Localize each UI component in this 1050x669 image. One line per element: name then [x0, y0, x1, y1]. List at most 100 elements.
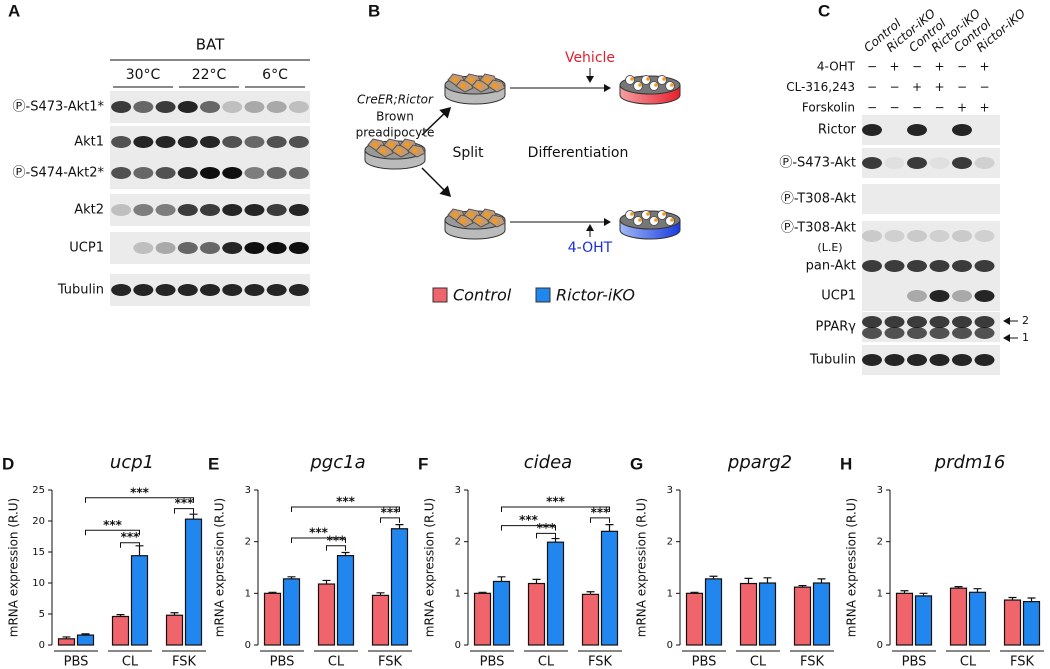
- blot-band: [952, 260, 972, 272]
- y-tick-label: 3: [245, 485, 251, 496]
- y-tick-label: 0: [39, 640, 45, 651]
- panel-label: A: [8, 1, 20, 20]
- droplet: [638, 218, 642, 222]
- chart-title: ucp1: [110, 452, 154, 473]
- y-tick-label: 0: [455, 640, 461, 651]
- significance-label: ***: [537, 521, 557, 535]
- y-tick-label: 25: [32, 485, 45, 496]
- error-bar: [81, 633, 90, 636]
- nucleus: [380, 148, 386, 154]
- panel-label: E: [208, 454, 219, 473]
- blot-band: [177, 167, 198, 179]
- x-tick-label: PBS: [480, 655, 505, 669]
- step-label: Differentiation: [528, 145, 629, 161]
- nucleus: [396, 148, 402, 154]
- step-label: Split: [452, 145, 484, 161]
- treatment-mark: −: [957, 60, 967, 74]
- chart-title: pparg2: [727, 452, 792, 473]
- blot-band: [155, 284, 176, 296]
- y-tick-label: 0: [877, 640, 883, 651]
- bar: [812, 582, 831, 646]
- blot-band: [266, 242, 287, 254]
- bar: [57, 638, 76, 646]
- nucleus: [460, 218, 466, 224]
- significance-bracket: [380, 517, 400, 523]
- blot-band: [222, 242, 243, 254]
- blot-band: [929, 157, 950, 169]
- nucleus: [452, 77, 458, 83]
- bar: [130, 555, 149, 646]
- blot-band: [266, 284, 287, 296]
- blot-band: [266, 167, 287, 179]
- error-bar: [919, 592, 928, 596]
- x-tick-label: PBS: [902, 655, 927, 669]
- x-tick-label: PBS: [64, 655, 89, 669]
- treatment-mark: −: [867, 80, 877, 94]
- error-bar: [116, 614, 125, 617]
- x-tick-label: FSK: [588, 655, 613, 669]
- error-bar: [287, 576, 296, 579]
- blot-band: [907, 354, 927, 366]
- y-axis-label: mRNA expression (R.U): [635, 498, 649, 637]
- bar: [685, 592, 704, 646]
- blot-band: [222, 284, 243, 296]
- blot-band: [288, 284, 309, 296]
- blot-band: [111, 101, 132, 113]
- treatment-label: Forskolin: [802, 101, 855, 115]
- bar: [704, 578, 723, 646]
- bar: [473, 592, 492, 646]
- significance-label: ***: [121, 530, 141, 544]
- x-tick-label: PBS: [270, 655, 295, 669]
- significance-bracket: [120, 542, 140, 548]
- nucleus: [412, 148, 418, 154]
- y-tick-label: 1: [245, 588, 251, 599]
- blot-band: [244, 167, 265, 179]
- droplet: [662, 212, 666, 216]
- blot-band: [929, 290, 950, 302]
- x-tick-label: CL: [328, 655, 345, 669]
- row-label: pan-Akt: [806, 259, 856, 274]
- blot-band: [862, 316, 882, 328]
- error-bar: [376, 592, 385, 596]
- blot-band: [155, 101, 176, 113]
- error-bar: [586, 591, 595, 595]
- droplet: [646, 212, 650, 216]
- droplet: [670, 218, 674, 222]
- blot-band: [244, 204, 265, 216]
- blot-band: [111, 167, 132, 179]
- error-bar: [1027, 597, 1036, 602]
- blot-band: [952, 290, 972, 302]
- error-bar: [1008, 596, 1017, 601]
- bar: [336, 555, 355, 646]
- row-label: UCP1: [821, 289, 856, 304]
- treatment-mark: +: [979, 60, 989, 74]
- treatment-mark: −: [934, 101, 944, 115]
- blot-band: [862, 354, 882, 366]
- row-label: Ⓟ-S474-Akt2*: [13, 166, 105, 181]
- blot-band: [244, 136, 265, 148]
- significance-bracket: [536, 532, 556, 539]
- treatment-label: CL-316,243: [786, 80, 855, 94]
- significance-label: ***: [309, 526, 329, 540]
- blot-band: [222, 204, 243, 216]
- bar: [263, 592, 282, 646]
- blot-band: [177, 204, 198, 216]
- treatment-mark: −: [912, 60, 922, 74]
- droplet: [638, 83, 642, 87]
- bar: [739, 582, 758, 646]
- y-axis-label: mRNA expression (R.U): [845, 498, 859, 637]
- x-tick-label: PBS: [692, 655, 717, 669]
- condition-label: 22°C: [192, 67, 227, 83]
- error-bar: [395, 524, 404, 529]
- y-tick-label: 1: [667, 588, 673, 599]
- treatment-mark: +: [934, 80, 944, 94]
- bar: [914, 595, 933, 646]
- significance-label: ***: [336, 495, 356, 509]
- significance-label: ***: [175, 496, 195, 510]
- blot-band: [288, 136, 309, 148]
- blot-band: [288, 167, 309, 179]
- row-label: Akt2: [74, 203, 104, 218]
- x-tick-label: CL: [538, 655, 555, 669]
- error-bar: [189, 513, 198, 520]
